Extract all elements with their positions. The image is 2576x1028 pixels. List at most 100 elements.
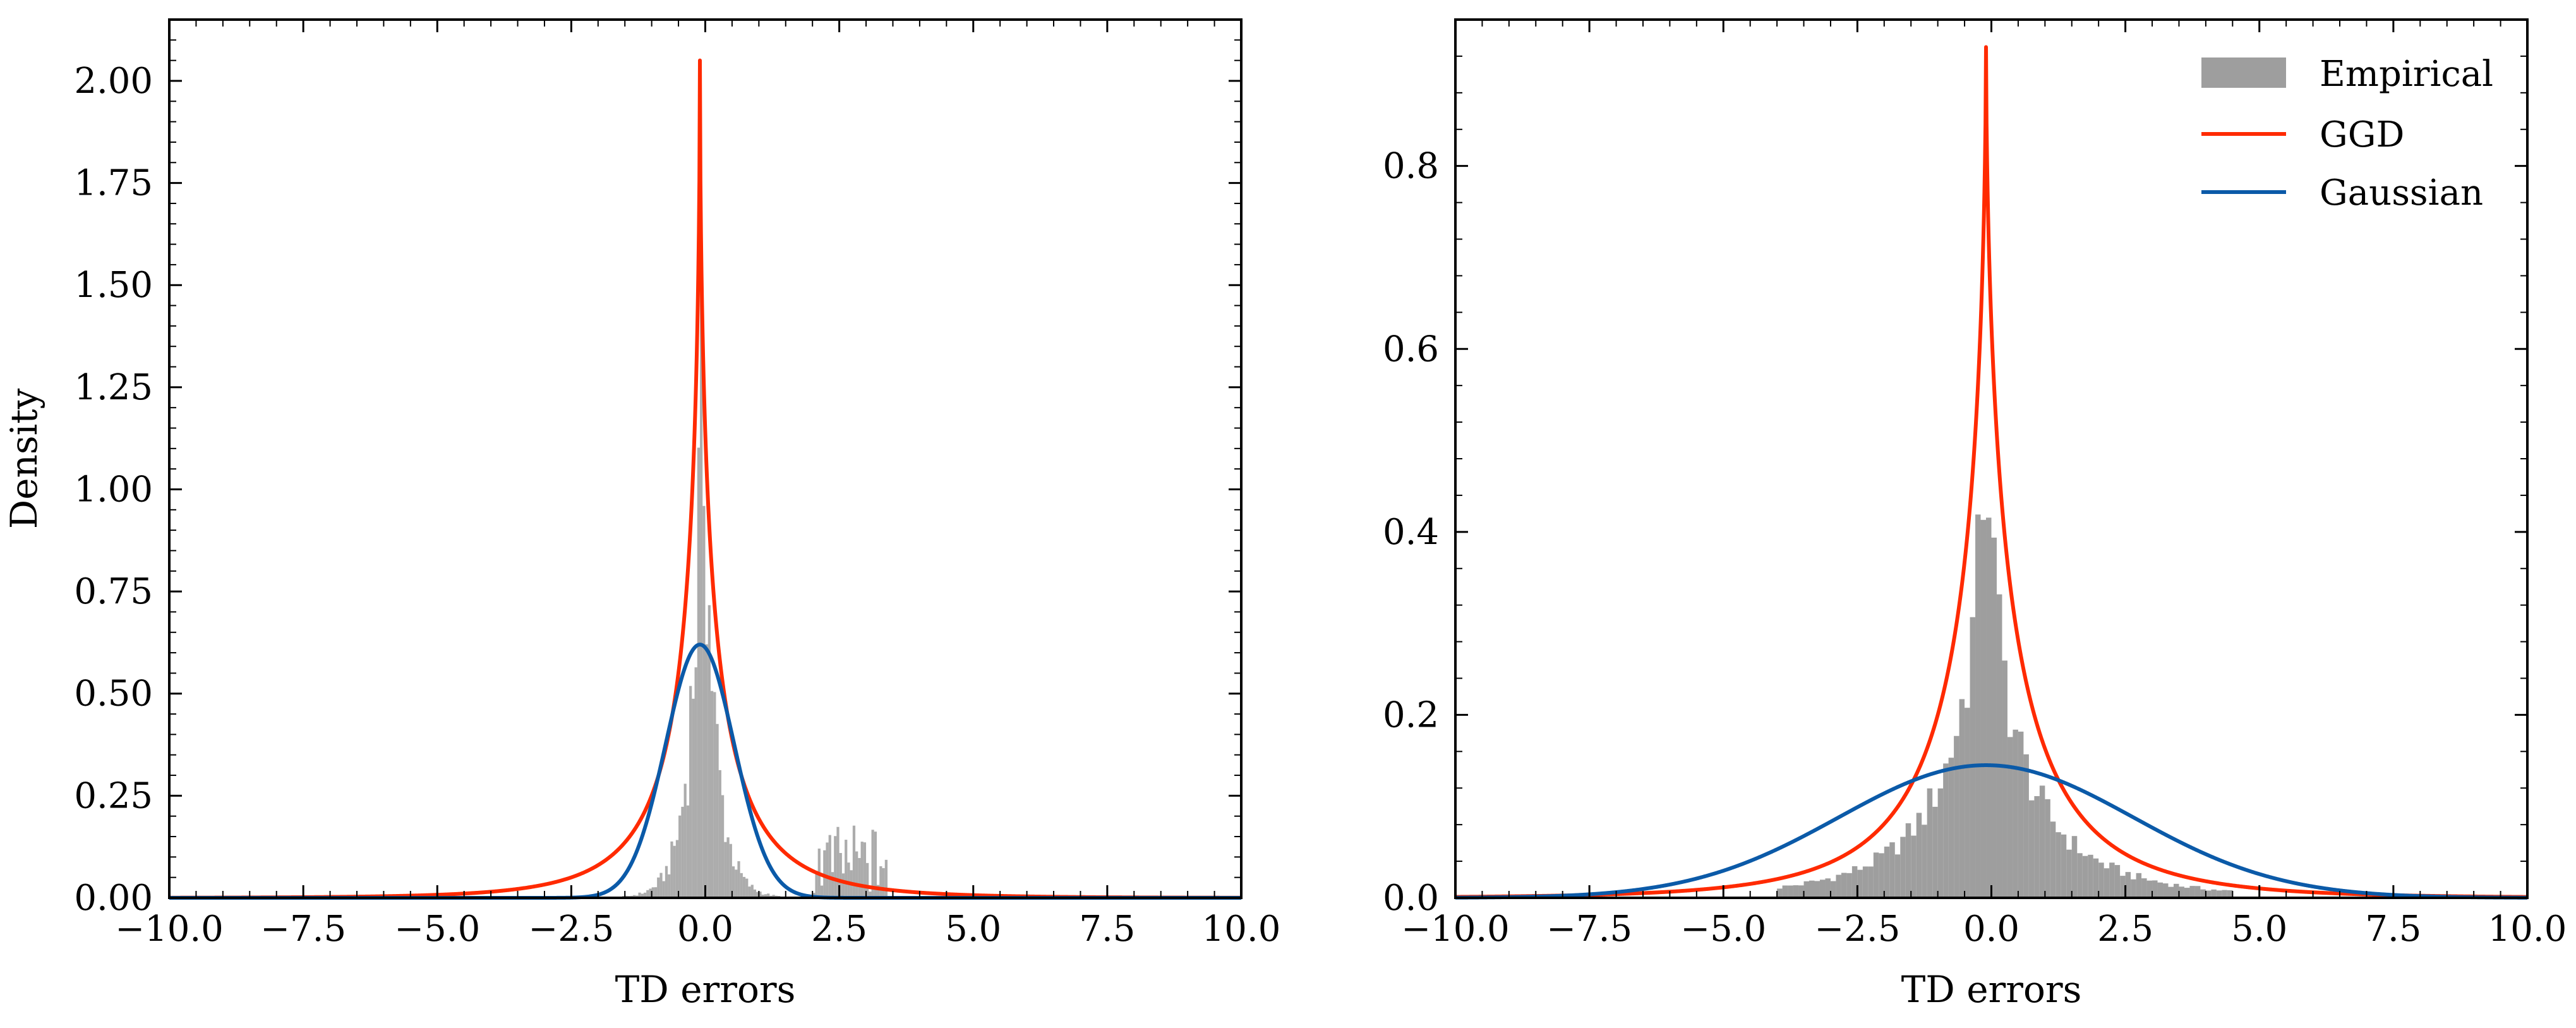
- right-x-tick-label: −2.5: [1814, 909, 1900, 950]
- left-histogram-bar: [871, 830, 874, 898]
- right-legend-empirical-handle: [2201, 57, 2286, 88]
- left-histogram-bar: [700, 258, 703, 898]
- left-x-tick-label: −5.0: [394, 909, 480, 950]
- left-histogram-bar: [692, 698, 695, 898]
- right-legend: Empirical GGD Gaussian: [2201, 54, 2493, 214]
- left-histogram-bar: [858, 857, 861, 898]
- right-histogram-bar: [1868, 866, 1874, 898]
- right-histogram-bar: [2082, 856, 2088, 898]
- left-histogram-bar: [662, 881, 665, 898]
- right-histogram-bar: [1782, 885, 1788, 898]
- left-x-axis-label: TD errors: [615, 968, 796, 1011]
- right-histogram-bar: [2179, 886, 2184, 898]
- left-histogram-bar: [882, 868, 885, 898]
- right-histogram-bar: [2061, 834, 2067, 898]
- left-histogram-bar: [845, 840, 848, 898]
- left-histogram-bar: [815, 871, 818, 898]
- right-histogram-bar: [1803, 881, 1810, 898]
- right-histogram-bar: [2093, 858, 2099, 898]
- right-histogram-bar: [2146, 880, 2153, 898]
- left-histogram-bar: [702, 505, 706, 898]
- left-histogram-bar: [678, 815, 682, 898]
- left-y-axis-label: Density: [3, 388, 45, 529]
- right-histogram-bar: [1819, 880, 1826, 898]
- left-y-tick-label: 1.00: [74, 469, 153, 510]
- right-histogram-bar: [2028, 800, 2035, 898]
- left-histogram-bar: [836, 826, 840, 898]
- left-histogram-bar: [721, 795, 725, 898]
- right-histogram-bar: [2152, 880, 2158, 898]
- right-histogram-bar: [2194, 886, 2201, 898]
- left-x-tick-label: 10.0: [1202, 909, 1281, 950]
- right-histogram: [1777, 514, 2233, 898]
- right-x-tick-label: 0.0: [1963, 909, 2019, 950]
- left-histogram-bar: [724, 842, 727, 898]
- right-y-tick-label: 0.2: [1383, 694, 1439, 735]
- right-histogram-bar: [2055, 832, 2061, 898]
- left-histogram-bar: [750, 885, 754, 898]
- right-histogram-bar: [2141, 878, 2147, 898]
- right-histogram-bar: [1793, 885, 1799, 898]
- right-gaussian-curve: [1454, 763, 2529, 900]
- right-histogram-bar: [2173, 883, 2179, 898]
- left-histogram-bar: [689, 686, 692, 898]
- left-histogram-bar: [651, 887, 654, 898]
- right-histogram-bar: [2136, 873, 2142, 898]
- left-y-tick-label: 1.50: [74, 265, 153, 306]
- left-histogram-bar: [697, 447, 701, 898]
- right-histogram-bar: [1857, 869, 1863, 898]
- left-histogram-bar: [710, 691, 714, 898]
- right-histogram-bar: [1905, 823, 1911, 898]
- right-y-tick-label: 0.4: [1383, 512, 1439, 553]
- left-x-tick-label: 7.5: [1079, 909, 1135, 950]
- left-y-tick-label: 0.00: [74, 878, 153, 919]
- right-histogram-bar: [1975, 514, 1981, 898]
- right-histogram-bar: [2013, 729, 2018, 898]
- left-histogram-bar: [683, 783, 687, 898]
- left-histogram: [619, 258, 888, 898]
- right-histogram-bar: [1970, 617, 1976, 898]
- right-histogram-bar: [2098, 862, 2104, 898]
- right-x-tick-label: 7.5: [2365, 909, 2421, 950]
- right-histogram-bar: [1894, 854, 1901, 898]
- left-histogram-bar: [654, 887, 658, 898]
- left-histogram-bar: [745, 878, 749, 898]
- right-histogram-bar: [2184, 888, 2190, 898]
- right-histogram-bar: [2088, 854, 2093, 898]
- left-histogram-bar: [713, 692, 716, 898]
- right-legend-empirical-label: Empirical: [2320, 54, 2493, 95]
- right-histogram-bar: [1900, 837, 1906, 898]
- right-histogram-bar: [2039, 785, 2045, 898]
- left-x-tick-label: 5.0: [945, 909, 1001, 950]
- right-histogram-bar: [2023, 754, 2029, 898]
- left-histogram-bar: [742, 876, 746, 898]
- right-histogram-bar: [2018, 731, 2024, 898]
- right-histogram-bar: [2114, 865, 2121, 898]
- right-histogram-bar: [1959, 699, 1965, 898]
- right-histogram-bar: [1830, 881, 1836, 898]
- right-histogram-bar: [1965, 708, 1970, 898]
- left-histogram-bar: [659, 873, 663, 898]
- left-histogram-bar: [879, 866, 882, 898]
- right-x-tick-label: 10.0: [2488, 909, 2567, 950]
- left-histogram-bar: [841, 873, 845, 898]
- left-histogram-bar: [668, 874, 671, 898]
- left-x-tick-label: 2.5: [811, 909, 867, 950]
- left-histogram-bar: [726, 837, 730, 898]
- left-histogram-bar: [649, 888, 652, 898]
- left-x-tick-label: 0.0: [677, 909, 733, 950]
- left-histogram-bar: [641, 893, 644, 898]
- right-histogram-bar: [2007, 737, 2013, 898]
- left-y-tick-label: 0.50: [74, 674, 153, 715]
- right-histogram-bar: [2120, 876, 2126, 898]
- right-histogram-bar: [2205, 890, 2212, 898]
- left-histogram-bar: [753, 889, 757, 898]
- right-histogram-bar: [1846, 873, 1852, 898]
- right-histogram-bar: [1884, 846, 1890, 898]
- right-histogram-bar: [1879, 853, 1884, 898]
- right-panel: −10.0 −7.5 −5.0 −2.5 0.0 2.5 5.0 7.5 10.0 0.0 0.2 0…: [1383, 18, 2567, 1011]
- right-histogram-bar: [2168, 886, 2174, 898]
- right-y-tick-label: 0.8: [1383, 146, 1439, 187]
- left-histogram-bar: [869, 892, 872, 898]
- right-histogram-bar: [1809, 880, 1815, 898]
